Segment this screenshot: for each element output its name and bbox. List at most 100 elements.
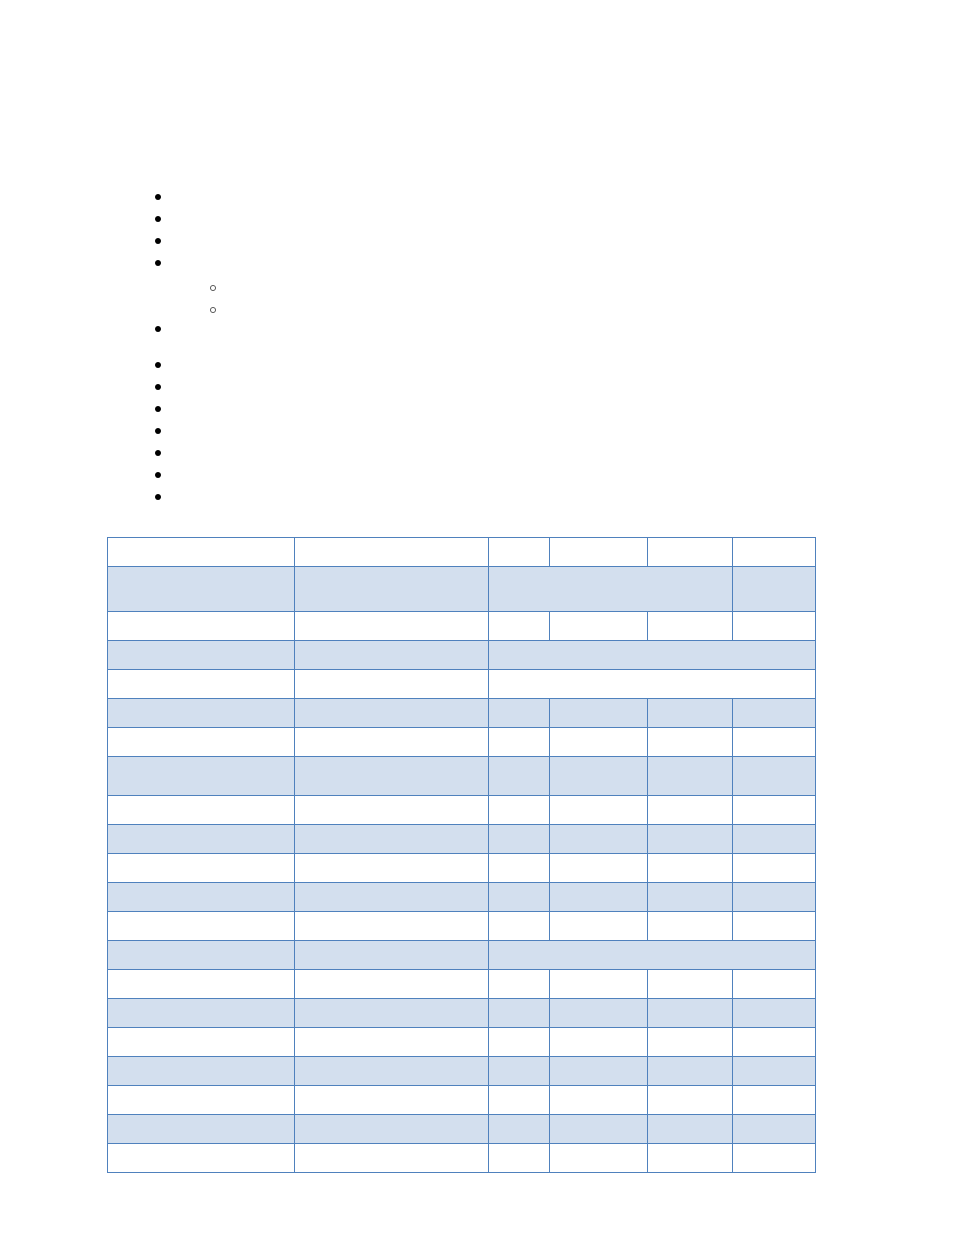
table-row bbox=[108, 1144, 816, 1173]
table-cell bbox=[295, 912, 489, 941]
table-row bbox=[108, 854, 816, 883]
table-cell bbox=[489, 970, 550, 999]
table-row bbox=[108, 612, 816, 641]
table-cell bbox=[489, 883, 550, 912]
table-cell bbox=[489, 612, 550, 641]
table-cell bbox=[295, 567, 489, 612]
table-row bbox=[108, 757, 816, 796]
table-cell bbox=[108, 641, 295, 670]
table-cell bbox=[648, 1144, 733, 1173]
table-cell bbox=[648, 538, 733, 567]
table-cell bbox=[550, 854, 648, 883]
table-cell bbox=[108, 699, 295, 728]
table-cell bbox=[489, 1115, 550, 1144]
table-cell bbox=[489, 912, 550, 941]
table-cell bbox=[295, 1086, 489, 1115]
table-cell bbox=[550, 757, 648, 796]
table-cell bbox=[108, 999, 295, 1028]
table-cell bbox=[108, 757, 295, 796]
table-cell bbox=[108, 796, 295, 825]
table-cell bbox=[295, 641, 489, 670]
table-cell bbox=[108, 1144, 295, 1173]
table-cell bbox=[295, 1057, 489, 1086]
table-row bbox=[108, 567, 816, 612]
table-cell bbox=[489, 1144, 550, 1173]
table-cell bbox=[733, 825, 816, 854]
table-cell bbox=[108, 1115, 295, 1144]
table-cell bbox=[489, 538, 550, 567]
table-cell bbox=[733, 728, 816, 757]
table-cell bbox=[550, 728, 648, 757]
table-row bbox=[108, 1057, 816, 1086]
table-cell bbox=[550, 538, 648, 567]
table-cell bbox=[489, 699, 550, 728]
table-row bbox=[108, 1028, 816, 1057]
table-cell bbox=[550, 1086, 648, 1115]
table-cell bbox=[489, 1028, 550, 1057]
table-cell bbox=[550, 883, 648, 912]
document-page bbox=[0, 0, 954, 1235]
table-cell bbox=[108, 1086, 295, 1115]
table-cell bbox=[295, 757, 489, 796]
table-cell bbox=[733, 1086, 816, 1115]
table-cell bbox=[648, 1028, 733, 1057]
table-row bbox=[108, 641, 816, 670]
table-cell bbox=[550, 970, 648, 999]
table-cell bbox=[108, 825, 295, 854]
table-cell bbox=[648, 1115, 733, 1144]
table-cell bbox=[648, 854, 733, 883]
table-cell bbox=[489, 941, 816, 970]
table-row bbox=[108, 941, 816, 970]
table-cell bbox=[648, 612, 733, 641]
table-cell bbox=[295, 538, 489, 567]
table-cell bbox=[648, 1086, 733, 1115]
table-cell bbox=[295, 970, 489, 999]
table-cell bbox=[648, 912, 733, 941]
table-row bbox=[108, 912, 816, 941]
table-cell bbox=[648, 699, 733, 728]
table-cell bbox=[550, 796, 648, 825]
table-cell bbox=[295, 854, 489, 883]
table-cell bbox=[489, 641, 816, 670]
table-cell bbox=[295, 999, 489, 1028]
table-row bbox=[108, 538, 816, 567]
table-cell bbox=[550, 1028, 648, 1057]
table-cell bbox=[108, 941, 295, 970]
table-row bbox=[108, 825, 816, 854]
table-cell bbox=[648, 1057, 733, 1086]
table-cell bbox=[108, 567, 295, 612]
table-cell bbox=[295, 728, 489, 757]
table-cell bbox=[648, 796, 733, 825]
table-cell bbox=[295, 825, 489, 854]
table-cell bbox=[108, 670, 295, 699]
table-row bbox=[108, 796, 816, 825]
table-row bbox=[108, 999, 816, 1028]
table-cell bbox=[108, 854, 295, 883]
table-cell bbox=[733, 1115, 816, 1144]
table-cell bbox=[295, 1144, 489, 1173]
table-cell bbox=[733, 912, 816, 941]
table-cell bbox=[108, 1028, 295, 1057]
table-cell bbox=[489, 670, 816, 699]
table-row bbox=[108, 970, 816, 999]
table-cell bbox=[295, 796, 489, 825]
table-cell bbox=[648, 728, 733, 757]
table-cell bbox=[550, 999, 648, 1028]
table-cell bbox=[489, 825, 550, 854]
table-cell bbox=[648, 757, 733, 796]
table-cell bbox=[489, 854, 550, 883]
table-cell bbox=[648, 970, 733, 999]
table-cell bbox=[489, 728, 550, 757]
table-cell bbox=[733, 567, 816, 612]
table-cell bbox=[489, 999, 550, 1028]
table-cell bbox=[733, 999, 816, 1028]
table-cell bbox=[295, 1028, 489, 1057]
table-cell bbox=[733, 538, 816, 567]
table-cell bbox=[648, 883, 733, 912]
table-cell bbox=[108, 970, 295, 999]
table-cell bbox=[108, 612, 295, 641]
table-cell bbox=[295, 612, 489, 641]
table-cell bbox=[108, 912, 295, 941]
table-cell bbox=[733, 854, 816, 883]
table-cell bbox=[550, 912, 648, 941]
